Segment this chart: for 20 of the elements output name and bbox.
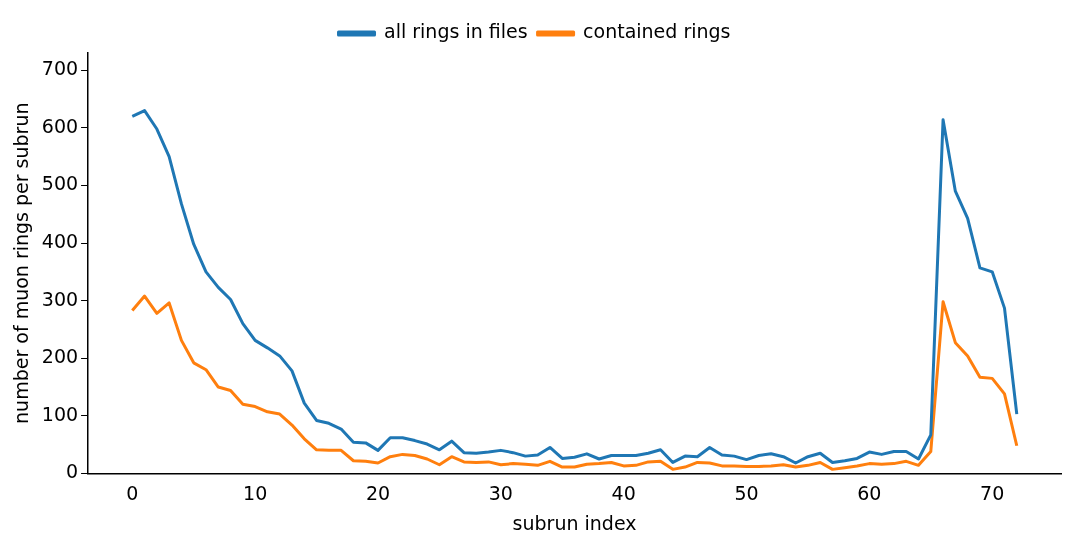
x-tick-label: 20 [365, 481, 391, 504]
x-tick-label: 50 [734, 481, 759, 504]
x-tick-label: 30 [488, 481, 513, 504]
y-axis-title: number of muon rings per subrun [10, 102, 33, 424]
y-tick-label: 300 [41, 287, 79, 310]
legend-label: contained rings [583, 20, 731, 43]
x-tick-label: 70 [980, 481, 1005, 504]
y-tick-label: 0 [65, 460, 79, 483]
y-tick-label: 200 [41, 345, 79, 368]
x-tick-label: 10 [243, 481, 268, 504]
y-tick-label: 500 [41, 172, 79, 195]
y-tick-label: 400 [41, 229, 79, 252]
x-tick-label: 0 [126, 481, 139, 504]
x-axis-title: subrun index [512, 511, 637, 534]
y-tick-label: 600 [41, 114, 79, 137]
x-tick-label: 60 [857, 481, 882, 504]
x-tick-label: 40 [611, 481, 636, 504]
y-tick-label: 700 [41, 57, 79, 80]
y-tick-label: 100 [41, 402, 79, 425]
legend-label: all rings in files [384, 20, 528, 43]
